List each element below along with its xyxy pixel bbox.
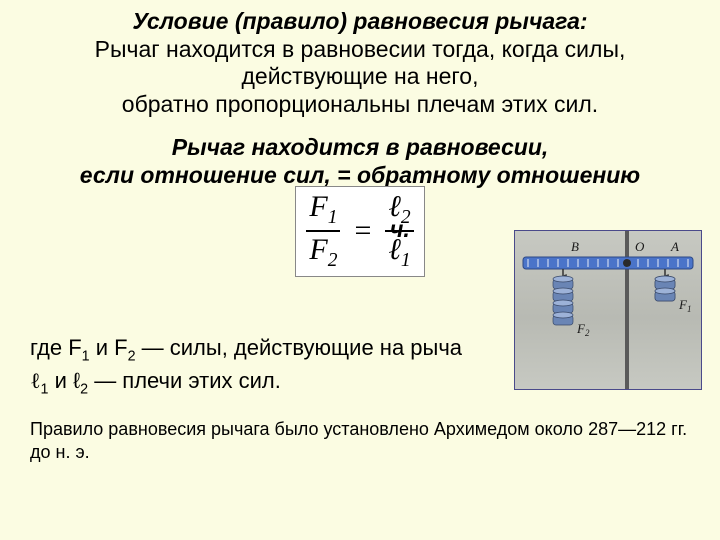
footnote: Правило равновесия рычага было установле… xyxy=(20,418,700,465)
rule-line3: обратно пропорциональны плечам этих сил. xyxy=(20,91,700,119)
rule-title: Условие (правило) равновесия рычага: xyxy=(20,8,700,36)
subrule-fragment: ч. xyxy=(390,216,410,244)
svg-text:A: A xyxy=(670,239,679,254)
fraction-forces: F1 F2 xyxy=(306,191,340,272)
equals-sign: = xyxy=(354,213,371,249)
svg-text:F1: F1 xyxy=(678,297,691,314)
svg-text:F2: F2 xyxy=(576,321,590,338)
lever-diagram: B O A F1 F2 xyxy=(514,230,702,390)
subrule-line1: Рычаг находится в равновесии, xyxy=(20,134,700,162)
rule-line1: Рычаг находится в равновесии тогда, когд… xyxy=(20,36,700,64)
svg-text:B: B xyxy=(571,239,579,254)
rule-line2: действующие на него, xyxy=(20,63,700,91)
svg-text:O: O xyxy=(635,239,645,254)
